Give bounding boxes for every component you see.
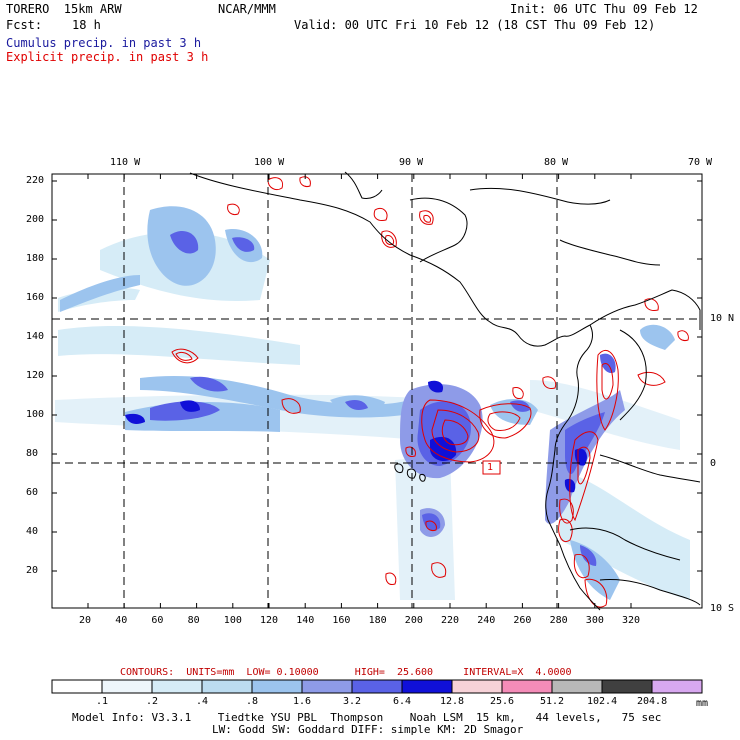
explicit-precip-contours bbox=[171, 176, 689, 608]
legend-label: .2 bbox=[146, 696, 159, 707]
x-tick-label: 260 bbox=[513, 615, 532, 626]
legend-swatch bbox=[251, 679, 303, 694]
legend-swatch bbox=[501, 679, 553, 694]
lat-label-0: 0 bbox=[710, 458, 717, 469]
legend-swatch bbox=[351, 679, 403, 694]
legend-swatch bbox=[51, 679, 103, 694]
y-tick-label: 140 bbox=[26, 331, 45, 342]
x-tick-label: 120 bbox=[260, 615, 279, 626]
legend-label: .1 bbox=[96, 696, 109, 707]
lon-label-80w: 80 W bbox=[544, 157, 569, 168]
legend-colorbar bbox=[51, 679, 703, 694]
y-tick-label: 60 bbox=[26, 487, 39, 498]
legend-label: 3.2 bbox=[343, 696, 362, 707]
x-tick-label: 140 bbox=[296, 615, 315, 626]
contour-box-text: 1 bbox=[487, 462, 494, 473]
model-info-line1: Model Info: V3.3.1 Tiedtke YSU PBL Thomp… bbox=[72, 711, 662, 724]
map-frame bbox=[51, 173, 703, 609]
y-tick-label: 20 bbox=[26, 565, 39, 576]
legend-label: 102.4 bbox=[587, 696, 618, 707]
valid-time: Valid: 00 UTC Fri 10 Feb 12 (18 CST Thu … bbox=[294, 18, 656, 32]
legend-swatch bbox=[401, 679, 453, 694]
y-tick-label: 180 bbox=[26, 253, 45, 264]
contour-label-box bbox=[482, 460, 501, 475]
x-tick-label: 180 bbox=[368, 615, 387, 626]
field-cumulus-title: Cumulus precip. in past 3 h bbox=[6, 36, 202, 50]
lat-label-10s: 10 S bbox=[710, 603, 735, 614]
y-tick-label: 40 bbox=[26, 526, 39, 537]
axis-ticks bbox=[52, 174, 702, 608]
model-info-line2: LW: Godd SW: Goddard DIFF: simple KM: 2D… bbox=[212, 723, 524, 736]
x-tick-label: 200 bbox=[404, 615, 423, 626]
latlon-grid bbox=[52, 174, 702, 608]
y-tick-label: 100 bbox=[26, 409, 45, 420]
legend-swatch bbox=[151, 679, 203, 694]
lon-label-90w: 90 W bbox=[399, 157, 424, 168]
cumulus-precip-shading bbox=[55, 206, 690, 600]
contours-info: CONTOURS: UNITS=mm LOW= 0.10000 HIGH= 25… bbox=[120, 667, 572, 678]
legend-swatch bbox=[101, 679, 153, 694]
lon-label-110w: 110 W bbox=[110, 157, 141, 168]
x-tick-label: 300 bbox=[585, 615, 604, 626]
y-tick-label: 80 bbox=[26, 448, 39, 459]
legend-label: 51.2 bbox=[540, 696, 565, 707]
x-tick-label: 220 bbox=[441, 615, 460, 626]
field-explicit-title: Explicit precip. in past 3 h bbox=[6, 50, 209, 64]
x-tick-label: 100 bbox=[223, 615, 242, 626]
x-tick-label: 160 bbox=[332, 615, 351, 626]
legend-swatch bbox=[451, 679, 503, 694]
org-label: NCAR/MMM bbox=[218, 2, 276, 16]
init-time: Init: 06 UTC Thu 09 Feb 12 bbox=[510, 2, 698, 16]
lat-label-10n: 10 N bbox=[710, 313, 735, 324]
legend-swatch bbox=[651, 679, 703, 694]
legend-swatch bbox=[551, 679, 603, 694]
y-tick-label: 120 bbox=[26, 370, 45, 381]
legend-swatch bbox=[601, 679, 653, 694]
y-tick-label: 160 bbox=[26, 292, 45, 303]
legend-label: 12.8 bbox=[440, 696, 465, 707]
lon-label-100w: 100 W bbox=[254, 157, 285, 168]
legend-label: 204.8 bbox=[637, 696, 668, 707]
legend-label: 1.6 bbox=[293, 696, 312, 707]
y-tick-label: 200 bbox=[26, 214, 45, 225]
legend-swatch bbox=[201, 679, 253, 694]
legend-label: 25.6 bbox=[490, 696, 515, 707]
y-tick-label: 220 bbox=[26, 175, 45, 186]
x-tick-label: 240 bbox=[477, 615, 496, 626]
legend-label: .4 bbox=[196, 696, 209, 707]
coastlines bbox=[189, 171, 701, 611]
x-tick-label: 40 bbox=[115, 615, 128, 626]
x-tick-label: 280 bbox=[549, 615, 568, 626]
x-tick-label: 60 bbox=[151, 615, 164, 626]
legend-label: 6.4 bbox=[393, 696, 412, 707]
legend-label: .8 bbox=[246, 696, 259, 707]
lon-label-70w: 70 W bbox=[688, 157, 713, 168]
x-tick-label: 20 bbox=[79, 615, 92, 626]
forecast-label: Fcst: bbox=[6, 18, 43, 32]
x-tick-label: 320 bbox=[622, 615, 641, 626]
forecast-hour: 18 h bbox=[72, 18, 101, 32]
legend-units: mm bbox=[696, 698, 709, 709]
x-tick-label: 80 bbox=[187, 615, 200, 626]
legend-swatch bbox=[301, 679, 353, 694]
model-title: TORERO 15km ARW bbox=[6, 2, 122, 16]
